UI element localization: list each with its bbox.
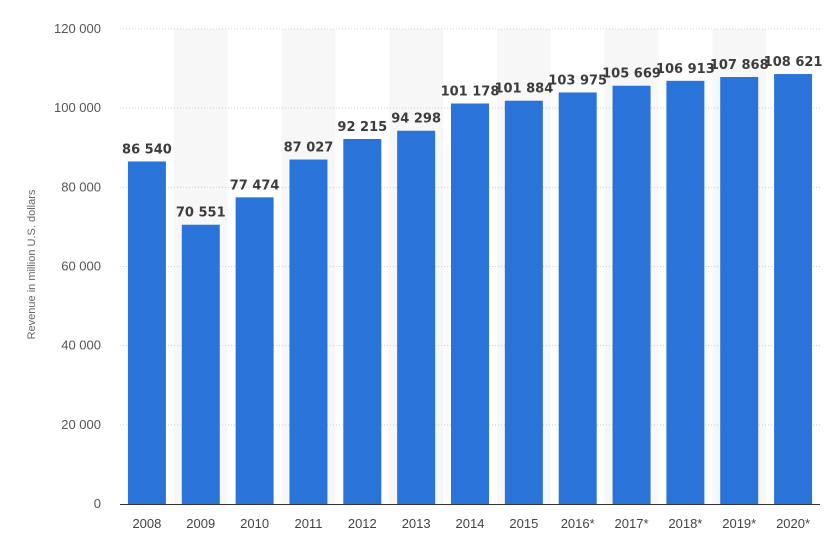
value-label: 94 298: [391, 112, 441, 127]
y-tick-label: 40 000: [61, 338, 101, 353]
y-axis-title: Revenue in million U.S. dollars: [26, 189, 38, 339]
x-tick-label: 2009: [186, 516, 215, 531]
x-tick-label: 2010: [240, 516, 269, 531]
value-label: 87 027: [284, 141, 334, 156]
x-tick-label: 2013: [402, 516, 431, 531]
value-label: 70 551: [176, 206, 226, 221]
bar: [127, 161, 166, 504]
value-label: 105 669: [602, 67, 661, 82]
bar: [235, 197, 274, 504]
bar: [504, 100, 543, 504]
x-tick-label: 2008: [132, 516, 161, 531]
x-tick-label: 2012: [348, 516, 377, 531]
bar: [774, 74, 813, 505]
value-label: 101 884: [494, 82, 553, 97]
value-label: 108 621: [764, 55, 823, 70]
bar: [558, 92, 597, 505]
x-tick-label: 2020*: [776, 516, 810, 531]
bar: [451, 103, 489, 504]
x-tick-label: 2014: [456, 516, 485, 531]
bar: [720, 77, 759, 505]
y-axis-tick-labels: 0 20 000 40 000 60 000 80 000 100 000 120 000: [54, 21, 101, 511]
bar: [612, 85, 651, 505]
value-label: 77 474: [230, 178, 280, 193]
y-tick-label: 80 000: [61, 179, 101, 194]
bars: [127, 74, 813, 505]
bar: [666, 80, 705, 505]
y-tick-label: 60 000: [61, 259, 101, 274]
value-label: 92 215: [337, 120, 387, 135]
y-tick-label: 20 000: [61, 417, 101, 432]
y-tick-label: 120 000: [54, 21, 101, 36]
value-label: 106 913: [656, 62, 715, 77]
x-tick-label: 2016*: [561, 516, 595, 531]
value-label: 107 868: [710, 58, 769, 73]
bar: [343, 138, 382, 504]
x-axis-tick-labels: 2008 2009 2010 2011 2012 2013 2014 2015 2016* 201…: [132, 516, 810, 531]
y-tick-label: 0: [94, 496, 101, 511]
value-label: 103 975: [548, 73, 607, 88]
x-tick-label: 2015: [509, 516, 538, 531]
x-tick-label: 2011: [294, 516, 322, 531]
bar: [397, 130, 436, 505]
x-tick-label: 2018*: [668, 516, 702, 531]
bar: [181, 224, 220, 504]
value-label: 86 540: [122, 142, 172, 157]
x-tick-label: 2019*: [722, 516, 756, 531]
value-label: 101 178: [441, 85, 500, 100]
y-tick-label: 100 000: [54, 100, 101, 115]
bar: [289, 159, 328, 504]
x-tick-label: 2017*: [615, 516, 649, 531]
